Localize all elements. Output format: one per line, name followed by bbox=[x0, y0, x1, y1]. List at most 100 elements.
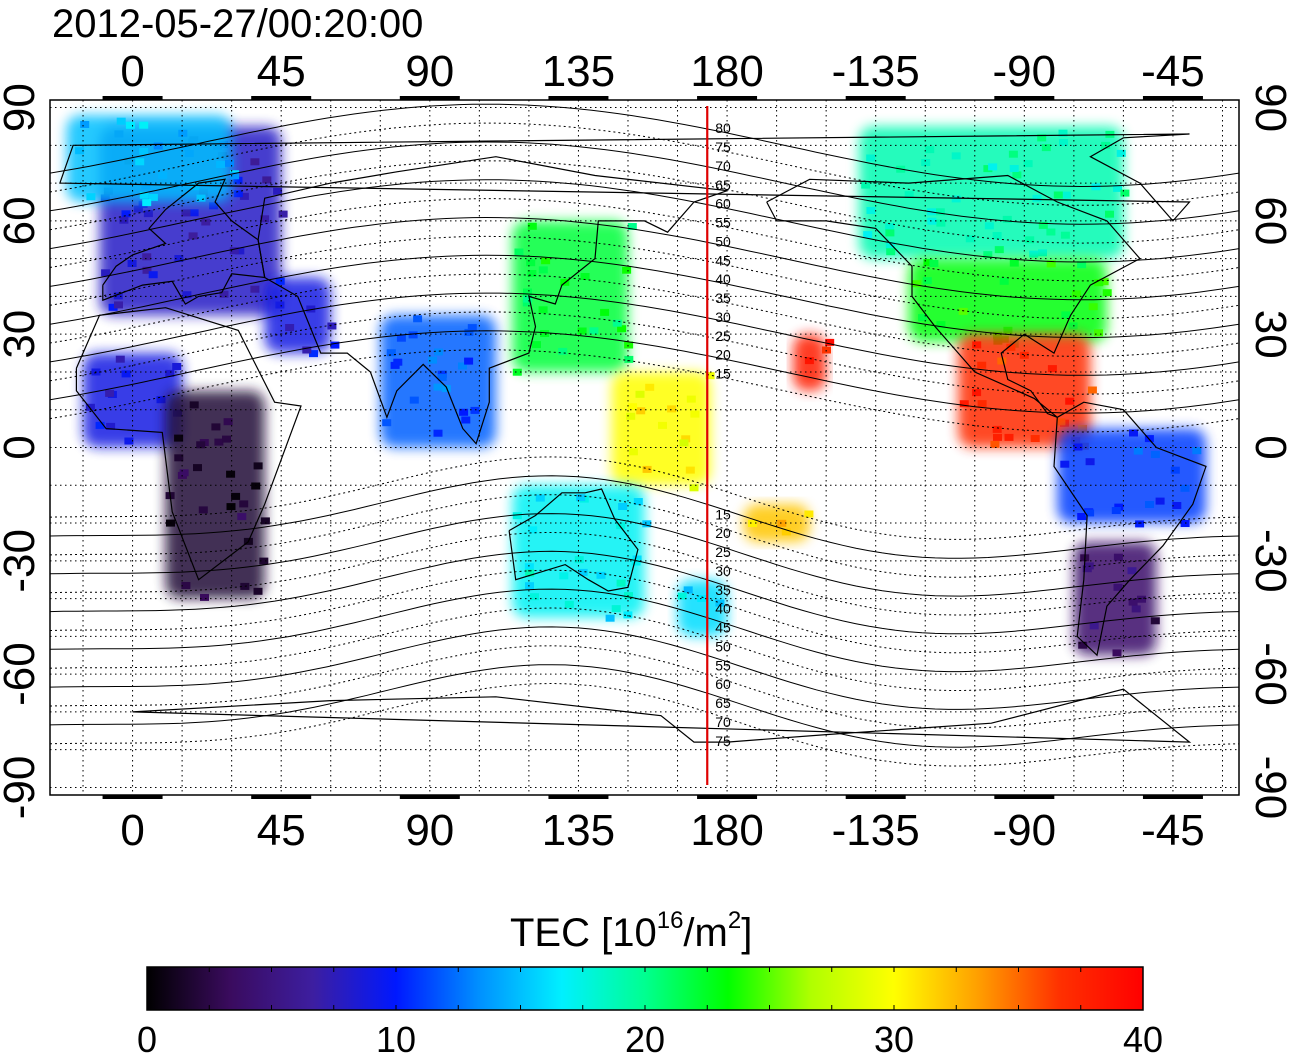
tec-region bbox=[1073, 541, 1160, 657]
australia-coast bbox=[508, 488, 639, 592]
contour-line bbox=[50, 626, 1239, 710]
contour-label: 25 bbox=[715, 328, 731, 344]
contour-line bbox=[50, 645, 1239, 729]
left-lat-label: 0 bbox=[0, 435, 44, 459]
colorbar-tick-label: 40 bbox=[1123, 1019, 1163, 1057]
frame-tick bbox=[251, 96, 312, 100]
right-lat-label: -90 bbox=[1246, 756, 1292, 820]
bottom-lon-label: 0 bbox=[120, 806, 144, 855]
contour-label: 55 bbox=[715, 215, 731, 231]
frame-tick bbox=[251, 795, 312, 799]
colorbar: TEC [1016/m2] 0 10 20 30 40 bbox=[137, 907, 1163, 1057]
frame-tick-marks bbox=[102, 96, 1203, 799]
contour-line bbox=[50, 141, 1239, 225]
tec-region bbox=[1057, 428, 1206, 528]
contour-line bbox=[50, 311, 1239, 395]
plot-frame bbox=[49, 99, 1240, 796]
tec-region bbox=[908, 258, 1112, 348]
left-lat-label: 90 bbox=[0, 83, 44, 132]
colorbar-tick-label: 30 bbox=[874, 1019, 914, 1057]
top-lon-label: 180 bbox=[690, 47, 763, 96]
frame-tick bbox=[399, 795, 460, 799]
bottom-lon-label: 180 bbox=[690, 806, 763, 855]
contour-line bbox=[50, 531, 1239, 616]
contour-label: 45 bbox=[715, 620, 731, 636]
north-america-coast bbox=[766, 174, 1141, 418]
magnetic-latitude-contours bbox=[50, 103, 1239, 767]
south-america-coast bbox=[1053, 401, 1207, 657]
contour-line bbox=[50, 235, 1239, 320]
contour-label: 70 bbox=[715, 158, 731, 174]
colorbar-tick-label: 0 bbox=[137, 1019, 157, 1057]
contour-line bbox=[50, 160, 1239, 244]
bottom-lon-label: 45 bbox=[257, 806, 306, 855]
contour-line bbox=[50, 292, 1239, 376]
frame-tick bbox=[845, 795, 906, 799]
contour-label: 30 bbox=[715, 563, 731, 579]
top-lon-label: 0 bbox=[120, 47, 144, 96]
bottom-lon-label: -135 bbox=[832, 806, 920, 855]
contour-label: 65 bbox=[715, 695, 731, 711]
bottom-lon-label: 135 bbox=[542, 806, 615, 855]
tec-region bbox=[512, 485, 652, 622]
tec-region bbox=[66, 115, 240, 207]
contour-line bbox=[50, 179, 1239, 263]
contour-line bbox=[50, 122, 1239, 206]
contour-label: 60 bbox=[715, 196, 731, 212]
contour-label: 75 bbox=[715, 733, 731, 749]
contour-label: 65 bbox=[715, 177, 731, 193]
frame-tick bbox=[994, 96, 1055, 100]
bottom-lon-label: -45 bbox=[1141, 806, 1205, 855]
left-lat-label: 60 bbox=[0, 196, 44, 245]
right-latitude-labels: 90 60 30 0 -30 -60 -90 bbox=[1246, 83, 1292, 819]
frame-tick bbox=[102, 795, 163, 799]
contour-label: 30 bbox=[715, 309, 731, 325]
tec-region bbox=[264, 277, 340, 358]
top-lon-label: -45 bbox=[1141, 47, 1205, 96]
contour-line bbox=[50, 588, 1239, 673]
contour-line bbox=[50, 103, 1239, 188]
contour-label: 15 bbox=[715, 506, 731, 522]
colorbar-tick-label: 10 bbox=[376, 1019, 416, 1057]
right-lat-label: 0 bbox=[1246, 435, 1292, 459]
left-lat-label: -90 bbox=[0, 756, 44, 820]
colorbar-title: TEC [1016/m2] bbox=[510, 907, 752, 955]
map-grid bbox=[50, 100, 1239, 795]
contour-line bbox=[50, 607, 1239, 691]
bottom-lon-label: -90 bbox=[993, 806, 1057, 855]
contour-line bbox=[50, 198, 1239, 282]
contour-line bbox=[50, 456, 1239, 540]
contour-line bbox=[50, 664, 1239, 748]
contour-label: 75 bbox=[715, 139, 731, 155]
contour-label: 70 bbox=[715, 714, 731, 730]
tec-region bbox=[677, 579, 728, 637]
frame-tick bbox=[1142, 96, 1203, 100]
contour-label: 35 bbox=[715, 290, 731, 306]
left-lat-label: 30 bbox=[0, 310, 44, 359]
right-lat-label: 30 bbox=[1246, 310, 1292, 359]
contour-label: 55 bbox=[715, 657, 731, 673]
top-lon-label: 45 bbox=[257, 47, 306, 96]
contour-label: 50 bbox=[715, 233, 731, 249]
frame-tick bbox=[548, 96, 609, 100]
frame-tick bbox=[697, 795, 758, 799]
contour-line bbox=[50, 682, 1239, 767]
contour-line bbox=[50, 254, 1239, 338]
contour-label: 60 bbox=[715, 676, 731, 692]
contour-label: 15 bbox=[715, 366, 731, 382]
top-lon-label: -135 bbox=[832, 47, 920, 96]
frame-tick bbox=[697, 96, 758, 100]
frame-tick bbox=[102, 96, 163, 100]
europe-coast bbox=[102, 178, 266, 305]
tec-region bbox=[743, 504, 814, 542]
contour-label: 20 bbox=[715, 347, 731, 363]
frame-tick bbox=[845, 96, 906, 100]
tec-region bbox=[165, 390, 270, 601]
contour-line bbox=[50, 216, 1239, 301]
right-lat-label: 60 bbox=[1246, 196, 1292, 245]
contour-labels: 80 75 70 65 60 55 50 45 40 35 30 25 20 15 15 20 25 30 35 40… bbox=[715, 120, 731, 749]
contour-label: 40 bbox=[715, 601, 731, 617]
contour-label: 20 bbox=[715, 525, 731, 541]
tec-region bbox=[611, 371, 715, 492]
colorbar-gradient bbox=[146, 966, 1144, 1011]
